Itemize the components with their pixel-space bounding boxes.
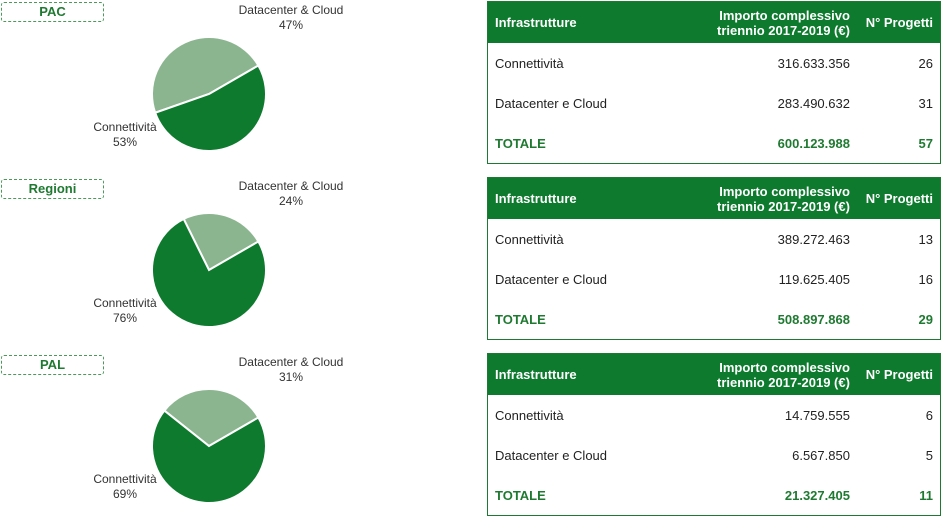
cell-infrastruttura: TOTALE — [487, 475, 696, 516]
table-regioni: Infrastrutture Importo complessivo trienn… — [487, 177, 941, 340]
cell-infrastruttura: Connettività — [495, 55, 564, 71]
cell-progetti: 57 — [856, 123, 941, 164]
cell-importo: 21.327.405 — [695, 475, 857, 516]
cell-infrastruttura: Datacenter e Cloud — [495, 271, 608, 287]
pie-slice-datacenter-cloud — [162, 388, 260, 448]
header-importo: Importo complessivo triennio 2017-2019 (… — [695, 353, 857, 395]
cell-progetti: 11 — [856, 475, 941, 516]
table-row: Datacenter e Cloud 119.625.405 16 — [488, 259, 941, 299]
table-header-row: Infrastrutture Importo complessivo trienn… — [487, 353, 941, 395]
cell-progetti: 26 — [918, 55, 933, 71]
pie-percent-datacenter-cloud: 24% — [279, 194, 303, 208]
cell-progetti: 6 — [925, 407, 933, 423]
table-row: Connettività 316.633.356 26 — [488, 43, 941, 83]
pie-percent-connettivita: 53% — [113, 135, 137, 149]
header-infrastrutture: Infrastrutture — [487, 177, 696, 219]
pie-percent-connettivita: 69% — [113, 487, 137, 501]
table-row: Datacenter e Cloud 6.567.850 5 — [488, 435, 941, 475]
cell-infrastruttura: Connettività — [495, 231, 564, 247]
header-importo: Importo complessivo triennio 2017-2019 (… — [695, 1, 857, 43]
cell-infrastruttura: TOTALE — [487, 299, 696, 340]
pie-percent-connettivita: 76% — [113, 311, 137, 325]
header-progetti: N° Progetti — [856, 1, 941, 43]
cell-importo: 389.272.463 — [777, 231, 850, 247]
pie-label-connettivita: Connettività — [93, 120, 157, 134]
total-row: TOTALE 21.327.405 11 — [487, 475, 941, 516]
cell-importo: 316.633.356 — [777, 55, 850, 71]
cell-importo: 14.759.555 — [784, 407, 850, 423]
pie-label-datacenter-cloud: Datacenter & Cloud — [239, 179, 344, 193]
tag-regioni: Regioni — [1, 179, 104, 199]
pie-label-connettivita: Connettività — [93, 296, 157, 310]
cell-progetti: 5 — [925, 447, 933, 463]
header-infrastrutture: Infrastrutture — [487, 353, 696, 395]
total-row: TOTALE 508.897.868 29 — [487, 299, 941, 340]
cell-infrastruttura: TOTALE — [487, 123, 696, 164]
table-row: Connettività 389.272.463 13 — [488, 219, 941, 259]
table-row: Connettività 14.759.555 6 — [488, 395, 941, 435]
pie-slice-connettivita — [151, 409, 267, 504]
cell-infrastruttura: Datacenter e Cloud — [495, 447, 608, 463]
pie-label-datacenter-cloud: Datacenter & Cloud — [239, 3, 344, 17]
pie-label-datacenter-cloud: Datacenter & Cloud — [239, 355, 344, 369]
cell-progetti: 13 — [918, 231, 933, 247]
header-progetti: N° Progetti — [856, 353, 941, 395]
cell-infrastruttura: Connettività — [495, 407, 564, 423]
cell-importo: 508.897.868 — [695, 299, 857, 340]
table-header-row: Infrastrutture Importo complessivo trienn… — [487, 1, 941, 43]
pie-percent-datacenter-cloud: 31% — [279, 370, 303, 384]
cell-progetti: 31 — [918, 95, 933, 111]
pie-slice-datacenter-cloud — [151, 36, 260, 115]
pie-slice-connettivita — [151, 217, 267, 328]
pie-percent-datacenter-cloud: 47% — [279, 18, 303, 32]
pie-label-connettivita: Connettività — [93, 472, 157, 486]
table-header-row: Infrastrutture Importo complessivo trienn… — [487, 177, 941, 219]
cell-infrastruttura: Datacenter e Cloud — [495, 95, 608, 111]
tag-pal: PAL — [1, 355, 104, 375]
table-pac: Infrastrutture Importo complessivo trienn… — [487, 1, 941, 164]
total-row: TOTALE 600.123.988 57 — [487, 123, 941, 164]
pie-slice-connettivita — [153, 64, 267, 152]
header-progetti: N° Progetti — [856, 177, 941, 219]
cell-progetti: 29 — [856, 299, 941, 340]
header-infrastrutture: Infrastrutture — [487, 1, 696, 43]
cell-importo: 6.567.850 — [792, 447, 850, 463]
table-pal: Infrastrutture Importo complessivo trienn… — [487, 353, 941, 516]
table-row: Datacenter e Cloud 283.490.632 31 — [488, 83, 941, 123]
cell-importo: 600.123.988 — [695, 123, 857, 164]
tag-pac: PAC — [1, 2, 104, 22]
cell-importo: 119.625.405 — [778, 271, 850, 287]
cell-progetti: 16 — [918, 271, 933, 287]
header-importo: Importo complessivo triennio 2017-2019 (… — [695, 177, 857, 219]
cell-importo: 283.490.632 — [777, 95, 850, 111]
